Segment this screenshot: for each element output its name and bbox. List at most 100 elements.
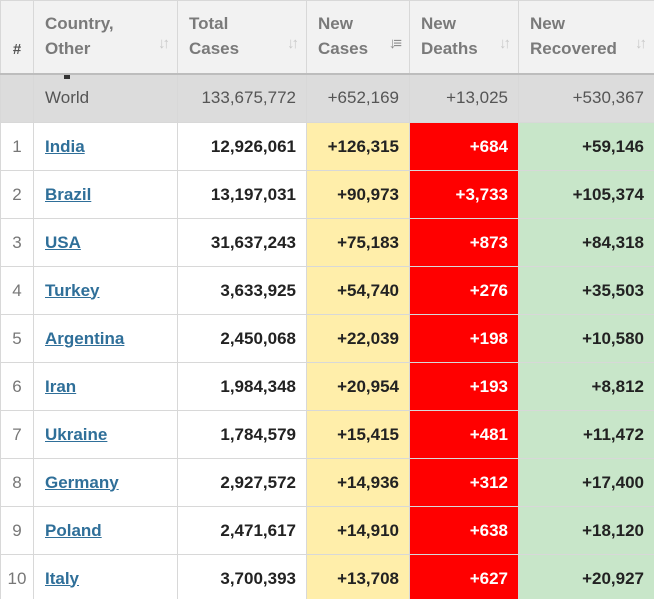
new-cases-cell: +75,183	[306, 218, 410, 267]
country-link[interactable]: Germany	[45, 472, 119, 492]
world-new-deaths: +13,025	[409, 73, 519, 123]
new-cases-cell: +126,315	[306, 122, 410, 171]
header-new-deaths-line1: New	[421, 14, 456, 33]
country-link[interactable]: Brazil	[45, 184, 92, 204]
rank-cell: 7	[0, 410, 34, 459]
world-new-recovered: +530,367	[518, 73, 654, 123]
header-new-cases-line2: Cases	[318, 39, 369, 58]
header-country-line1: Country,	[45, 14, 114, 33]
new-deaths-cell: +3,733	[409, 170, 519, 219]
new-cases-cell: +54,740	[306, 266, 410, 315]
header-country[interactable]: Country, Other ↓↑	[33, 0, 178, 75]
world-new-cases: +652,169	[306, 73, 410, 123]
rank-cell: 1	[0, 122, 34, 171]
table-row: 1 India 12,926,061 +126,315 +684 +59,146	[0, 122, 654, 171]
rank-cell: 6	[0, 362, 34, 411]
rank-cell: 2	[0, 170, 34, 219]
total-cases-cell: 1,784,579	[177, 410, 307, 459]
header-new-cases-line1: New	[318, 14, 353, 33]
new-deaths-cell: +276	[409, 266, 519, 315]
country-cell: Argentina	[33, 314, 178, 363]
table-row: 7 Ukraine 1,784,579 +15,415 +481 +11,472	[0, 410, 654, 459]
world-row: World 133,675,772 +652,169 +13,025 +530,…	[0, 73, 654, 123]
total-cases-cell: 1,984,348	[177, 362, 307, 411]
new-recovered-cell: +8,812	[518, 362, 654, 411]
total-cases-cell: 3,700,393	[177, 554, 307, 599]
rank-cell: 8	[0, 458, 34, 507]
table-row: 10 Italy 3,700,393 +13,708 +627 +20,927	[0, 554, 654, 599]
header-new-deaths[interactable]: New Deaths ↓↑	[409, 0, 519, 75]
header-new-recovered-line1: New	[530, 14, 565, 33]
country-link[interactable]: Turkey	[45, 280, 100, 300]
new-cases-cell: +90,973	[306, 170, 410, 219]
world-country-cell: World	[33, 73, 178, 123]
header-new-cases[interactable]: New Cases ↓≡	[306, 0, 410, 75]
country-cell: Italy	[33, 554, 178, 599]
total-cases-cell: 2,450,068	[177, 314, 307, 363]
header-rank-label: #	[12, 41, 22, 58]
new-deaths-cell: +198	[409, 314, 519, 363]
rank-cell: 4	[0, 266, 34, 315]
country-link[interactable]: India	[45, 136, 85, 156]
new-cases-cell: +22,039	[306, 314, 410, 363]
total-cases-cell: 3,633,925	[177, 266, 307, 315]
header-rank[interactable]: #	[0, 0, 34, 75]
new-cases-cell: +15,415	[306, 410, 410, 459]
new-recovered-cell: +17,400	[518, 458, 654, 507]
header-new-deaths-line2: Deaths	[421, 39, 478, 58]
new-recovered-cell: +18,120	[518, 506, 654, 555]
new-recovered-cell: +84,318	[518, 218, 654, 267]
total-cases-cell: 31,637,243	[177, 218, 307, 267]
header-total-cases[interactable]: Total Cases ↓↑	[177, 0, 307, 75]
header-country-line2: Other	[45, 39, 91, 58]
new-recovered-cell: +20,927	[518, 554, 654, 599]
table-row: 4 Turkey 3,633,925 +54,740 +276 +35,503	[0, 266, 654, 315]
header-total-line2: Cases	[189, 39, 240, 58]
table-row: 6 Iran 1,984,348 +20,954 +193 +8,812	[0, 362, 654, 411]
table-row: 8 Germany 2,927,572 +14,936 +312 +17,400	[0, 458, 654, 507]
country-cell: Germany	[33, 458, 178, 507]
rank-cell: 3	[0, 218, 34, 267]
new-deaths-cell: +873	[409, 218, 519, 267]
sort-updown-icon[interactable]: ↓↑	[635, 34, 647, 52]
sort-updown-icon[interactable]: ↓↑	[287, 34, 299, 52]
table-row: 2 Brazil 13,197,031 +90,973 +3,733 +105,374	[0, 170, 654, 219]
sort-updown-icon[interactable]: ↓↑	[499, 34, 511, 52]
new-deaths-cell: +627	[409, 554, 519, 599]
table-row: 9 Poland 2,471,617 +14,910 +638 +18,120	[0, 506, 654, 555]
new-deaths-cell: +312	[409, 458, 519, 507]
new-recovered-cell: +105,374	[518, 170, 654, 219]
sort-updown-icon[interactable]: ↓↑	[158, 34, 170, 52]
world-rank-cell	[0, 73, 34, 123]
world-total-cases: 133,675,772	[177, 73, 307, 123]
header-new-recovered[interactable]: New Recovered ↓↑	[518, 0, 654, 75]
country-cell: Turkey	[33, 266, 178, 315]
new-recovered-cell: +10,580	[518, 314, 654, 363]
new-cases-cell: +13,708	[306, 554, 410, 599]
new-deaths-cell: +684	[409, 122, 519, 171]
world-marker	[64, 74, 70, 79]
country-link[interactable]: Iran	[45, 376, 77, 396]
total-cases-cell: 2,471,617	[177, 506, 307, 555]
country-cell: Brazil	[33, 170, 178, 219]
country-cell: India	[33, 122, 178, 171]
country-cell: USA	[33, 218, 178, 267]
header-new-recovered-line2: Recovered	[530, 39, 617, 58]
total-cases-cell: 12,926,061	[177, 122, 307, 171]
sort-descending-icon[interactable]: ↓≡	[388, 34, 402, 52]
country-link[interactable]: Ukraine	[45, 424, 108, 444]
rank-cell: 5	[0, 314, 34, 363]
new-recovered-cell: +11,472	[518, 410, 654, 459]
new-recovered-cell: +59,146	[518, 122, 654, 171]
total-cases-cell: 2,927,572	[177, 458, 307, 507]
world-label: World	[45, 88, 90, 108]
header-row: # Country, Other ↓↑ Total Cases ↓↑ New C…	[0, 0, 654, 75]
new-deaths-cell: +481	[409, 410, 519, 459]
country-link[interactable]: Argentina	[45, 328, 125, 348]
country-cell: Poland	[33, 506, 178, 555]
country-link[interactable]: Poland	[45, 520, 102, 540]
country-link[interactable]: USA	[45, 232, 81, 252]
country-link[interactable]: Italy	[45, 568, 80, 588]
new-cases-cell: +14,910	[306, 506, 410, 555]
